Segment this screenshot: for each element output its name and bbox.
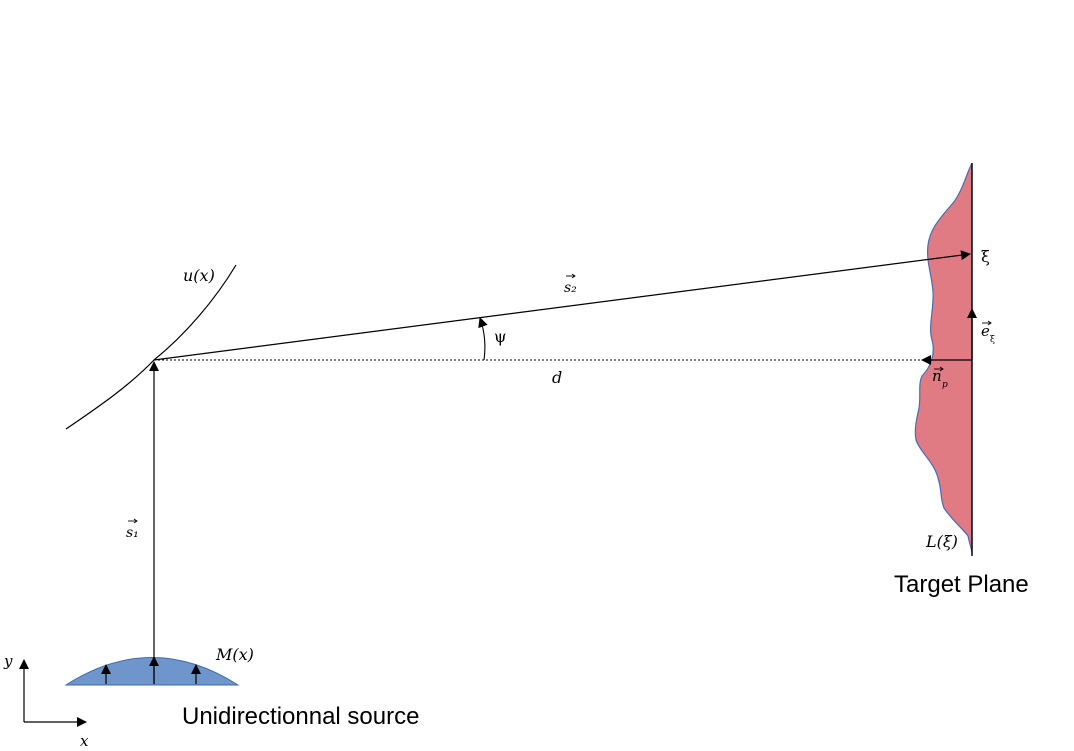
surface-label: u(x) xyxy=(183,266,215,285)
source-caption: Unidirectionnal source xyxy=(182,703,419,730)
axis-x-label: x xyxy=(80,732,89,750)
ray-s2 xyxy=(153,250,971,361)
psi-label: ψ xyxy=(494,327,507,346)
luminance-label: L(ξ) xyxy=(925,532,958,551)
angle-psi-arc xyxy=(478,317,488,361)
n-p-label: n xyxy=(932,367,942,385)
s2-label: s₂ xyxy=(564,280,577,296)
s1-label: s₁ xyxy=(126,525,139,541)
source-shape xyxy=(64,657,240,686)
distance-label: d xyxy=(552,368,562,387)
source-distribution-label: M(x) xyxy=(215,645,254,664)
target-plane-caption: Target Plane xyxy=(894,571,1029,598)
axis-y-label: y xyxy=(3,652,13,670)
n-p-subscript: p xyxy=(942,380,948,390)
e-xi-subscript: ξ xyxy=(990,335,995,345)
vector-overarrows xyxy=(128,273,992,524)
e-xi-label: e xyxy=(981,322,990,340)
target-plane-shape xyxy=(914,162,973,555)
surface-curve xyxy=(65,264,237,430)
xi-label: ξ xyxy=(981,247,990,266)
